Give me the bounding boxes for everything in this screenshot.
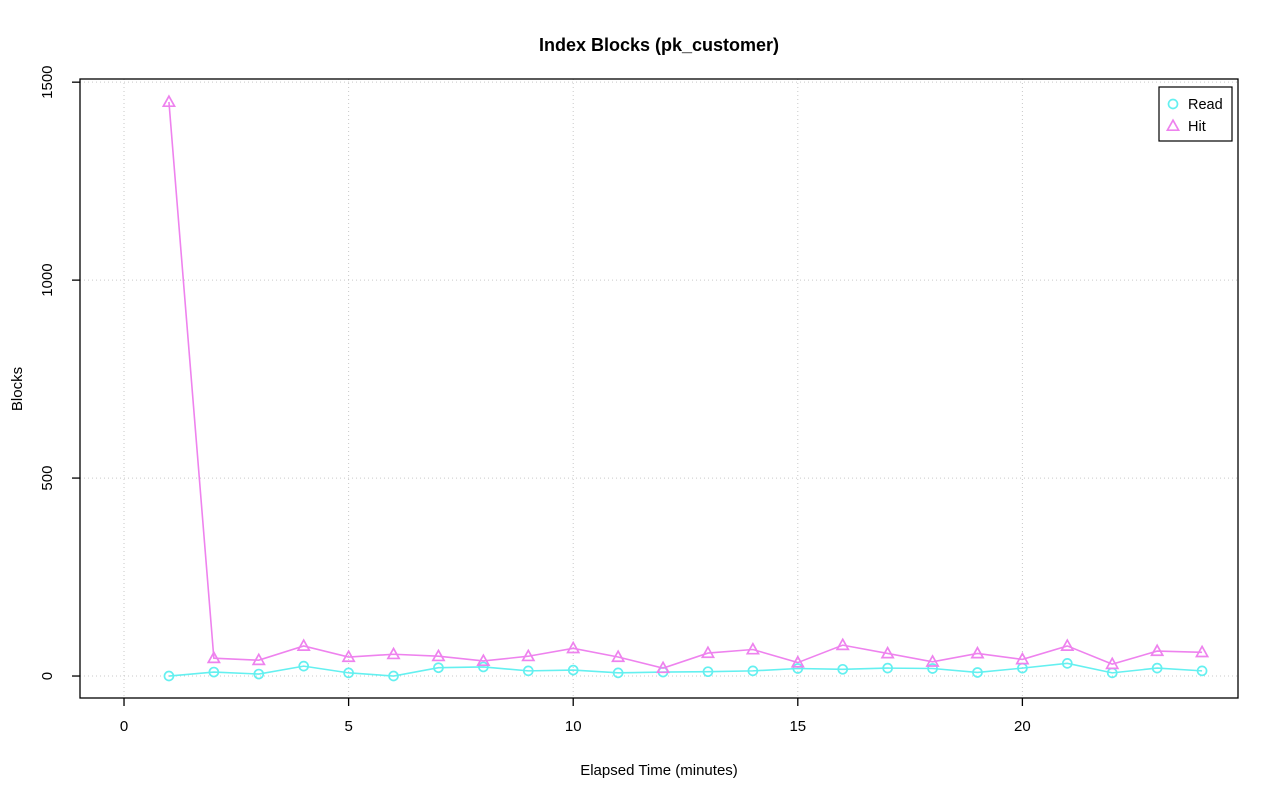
data-point-hit <box>611 649 626 663</box>
legend-label-read: Read <box>1188 97 1223 113</box>
data-point-read <box>747 665 759 677</box>
data-point-read <box>1061 658 1073 669</box>
data-point-read <box>1151 662 1163 674</box>
data-point-hit <box>700 645 716 659</box>
data-point-hit <box>251 652 266 666</box>
data-point-hit <box>1015 651 1030 665</box>
data-point-hit <box>835 637 850 651</box>
data-point-hit <box>386 646 401 660</box>
legend-marker-hit <box>1165 118 1181 132</box>
data-point-hit <box>206 650 221 664</box>
data-point-hit <box>745 641 760 655</box>
data-point-read <box>253 668 265 680</box>
legend-label-hit: Hit <box>1188 119 1206 135</box>
legend-box <box>1158 86 1233 142</box>
data-point-read <box>298 660 310 672</box>
data-point-hit <box>161 94 176 108</box>
data-point-read <box>972 667 983 678</box>
data-point-hit <box>431 648 446 662</box>
legend-markers <box>1165 98 1181 132</box>
y-axis-tick-label: 1500 <box>39 65 56 98</box>
data-point-read <box>612 667 624 679</box>
x-axis-tick-label: 0 <box>120 718 128 735</box>
data-point-read <box>522 665 534 677</box>
data-point-read <box>343 667 354 679</box>
data-point-hit <box>655 660 671 674</box>
data-point-hit <box>880 645 895 659</box>
chart-title: Index Blocks (pk_customer) <box>539 35 779 55</box>
grid-layer <box>80 79 1238 698</box>
data-point-read <box>882 662 893 674</box>
y-axis-tick-label: 1000 <box>39 263 56 296</box>
data-point-read <box>837 663 849 675</box>
y-axis-label: Blocks <box>9 367 26 411</box>
data-point-hit <box>341 649 356 663</box>
series-line-read <box>168 662 1203 677</box>
x-axis-tick-label: 5 <box>344 718 352 735</box>
series-layer <box>161 94 1210 682</box>
data-point-read <box>388 670 399 682</box>
series-hit <box>161 94 1210 674</box>
y-axis-tick-label: 0 <box>39 672 56 680</box>
data-point-read <box>163 670 175 682</box>
data-point-read <box>702 666 714 678</box>
legend-marker-read <box>1167 98 1179 110</box>
data-point-hit <box>925 654 940 667</box>
axis-layer: 0 5 10 15 20 0 500 1000 1500 <box>39 65 1031 735</box>
data-point-hit <box>296 638 311 651</box>
data-point-read <box>567 664 579 676</box>
data-point-hit <box>566 640 581 654</box>
data-point-read <box>792 663 804 674</box>
y-axis-tick-label: 500 <box>39 466 56 491</box>
data-point-hit <box>1195 644 1210 658</box>
x-axis-label: Elapsed Time (minutes) <box>580 762 738 779</box>
data-point-read <box>208 666 220 678</box>
data-point-read <box>478 661 489 673</box>
data-point-hit <box>1105 656 1120 670</box>
data-point-read <box>1196 665 1208 677</box>
x-axis-tick-label: 10 <box>565 718 582 735</box>
data-point-hit <box>1150 643 1165 657</box>
data-point-hit <box>790 655 805 668</box>
data-point-read <box>927 663 938 674</box>
data-point-read <box>433 662 444 674</box>
x-axis-tick-label: 15 <box>789 718 806 735</box>
legend: Read Hit <box>1158 86 1233 142</box>
data-point-hit <box>1060 638 1075 651</box>
data-point-hit <box>476 653 491 667</box>
series-read <box>163 658 1208 682</box>
data-point-hit <box>521 648 536 662</box>
data-point-hit <box>970 645 985 659</box>
x-axis-tick-label: 20 <box>1014 718 1031 735</box>
plot-box <box>79 78 1239 699</box>
series-line-hit <box>168 101 1203 669</box>
